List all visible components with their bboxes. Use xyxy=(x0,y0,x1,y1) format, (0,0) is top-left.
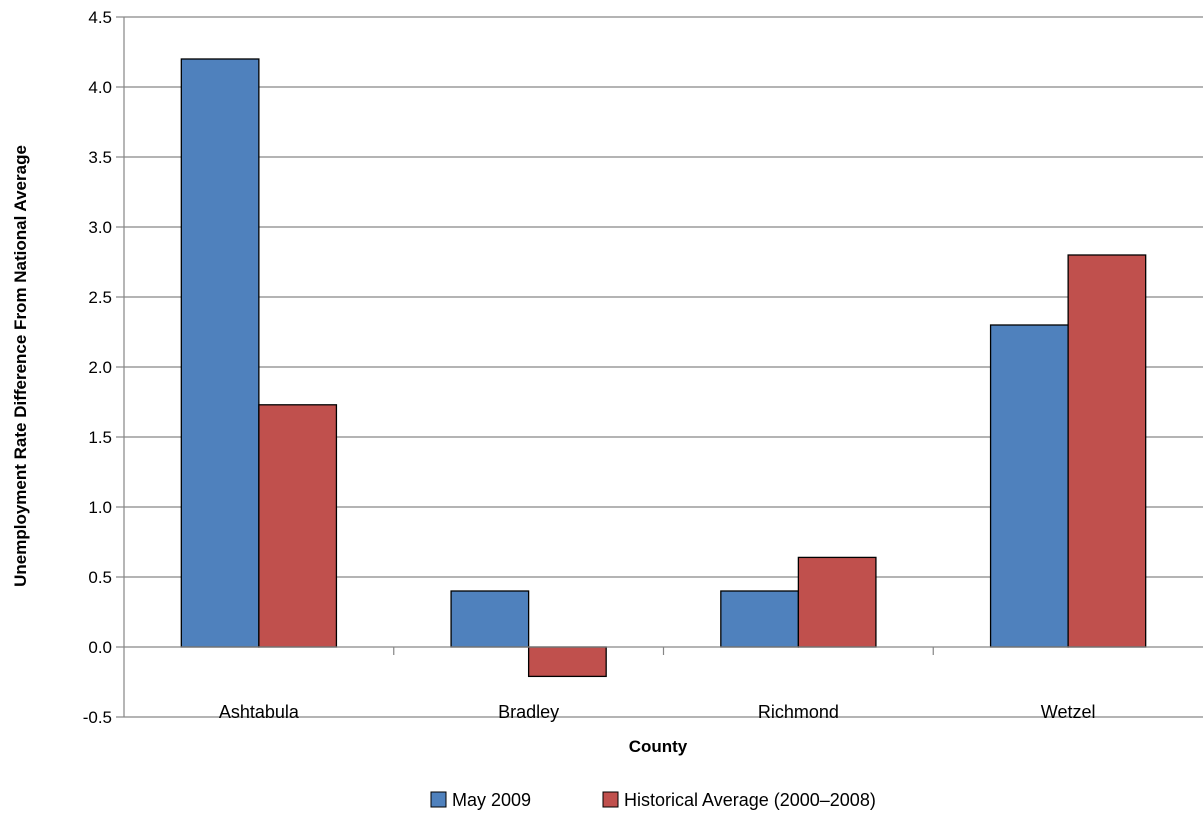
bar xyxy=(989,324,1069,648)
bar xyxy=(527,646,607,678)
category-label: Richmond xyxy=(758,702,839,722)
y-tick-labels: -0.5 0.0 0.5 1.0 1.5 2.0 2.5 3.0 3.5 4.0 4.5 xyxy=(83,8,112,727)
legend: May 2009 Historical Average (2000–2008) xyxy=(430,790,876,810)
bar xyxy=(180,58,260,648)
bar xyxy=(797,556,877,648)
y-tick-label: -0.5 xyxy=(83,708,112,727)
bar xyxy=(720,590,800,648)
y-tick-label: 3.0 xyxy=(88,218,112,237)
legend-swatch xyxy=(602,791,619,808)
bar xyxy=(258,404,338,648)
y-tick-label: 2.0 xyxy=(88,358,112,377)
y-tick-label: 0.0 xyxy=(88,638,112,657)
category-label: Bradley xyxy=(498,702,559,722)
bar xyxy=(450,590,530,648)
y-axis-title: Unemployment Rate Difference From Nation… xyxy=(11,145,30,587)
category-label: Ashtabula xyxy=(219,702,300,722)
category-labels: Ashtabula Bradley Richmond Wetzel xyxy=(219,702,1096,722)
axes xyxy=(123,17,1203,717)
y-tick-label: 0.5 xyxy=(88,568,112,587)
legend-label: Historical Average (2000–2008) xyxy=(624,790,876,810)
legend-label: May 2009 xyxy=(452,790,531,810)
bars xyxy=(180,58,1147,678)
y-tick-label: 1.0 xyxy=(88,498,112,517)
y-tick-label: 1.5 xyxy=(88,428,112,447)
y-tick-label: 3.5 xyxy=(88,148,112,167)
legend-swatch xyxy=(430,791,447,808)
bar xyxy=(1067,254,1147,648)
y-tick-label: 4.5 xyxy=(88,8,112,27)
y-tick-label: 4.0 xyxy=(88,78,112,97)
x-axis-title: County xyxy=(629,737,688,756)
y-tick-label: 2.5 xyxy=(88,288,112,307)
category-label: Wetzel xyxy=(1041,702,1096,722)
